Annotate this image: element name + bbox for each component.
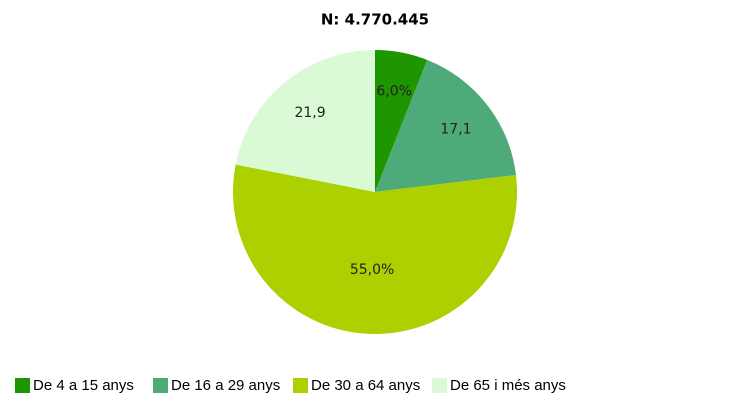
legend-swatch xyxy=(432,378,447,393)
data-label: 55,0% xyxy=(350,262,394,278)
data-label: 21,9 xyxy=(294,105,325,121)
legend-swatch xyxy=(293,378,308,393)
legend-label: De 30 a 64 anys xyxy=(311,377,420,394)
data-label: 17,1 xyxy=(440,122,471,138)
legend-swatch xyxy=(153,378,168,393)
legend-swatch xyxy=(15,378,30,393)
pie-slice xyxy=(375,50,428,192)
pie-slice xyxy=(235,50,375,192)
legend-label: De 4 a 15 anys xyxy=(33,377,134,394)
pie-slice xyxy=(375,59,516,192)
data-label: 6,0% xyxy=(376,84,412,100)
chart-title: N: 4.770.445 xyxy=(321,11,429,29)
legend-label: De 16 a 29 anys xyxy=(171,377,280,394)
legend-label: De 65 i més anys xyxy=(450,377,566,394)
pie-slice xyxy=(232,164,517,334)
